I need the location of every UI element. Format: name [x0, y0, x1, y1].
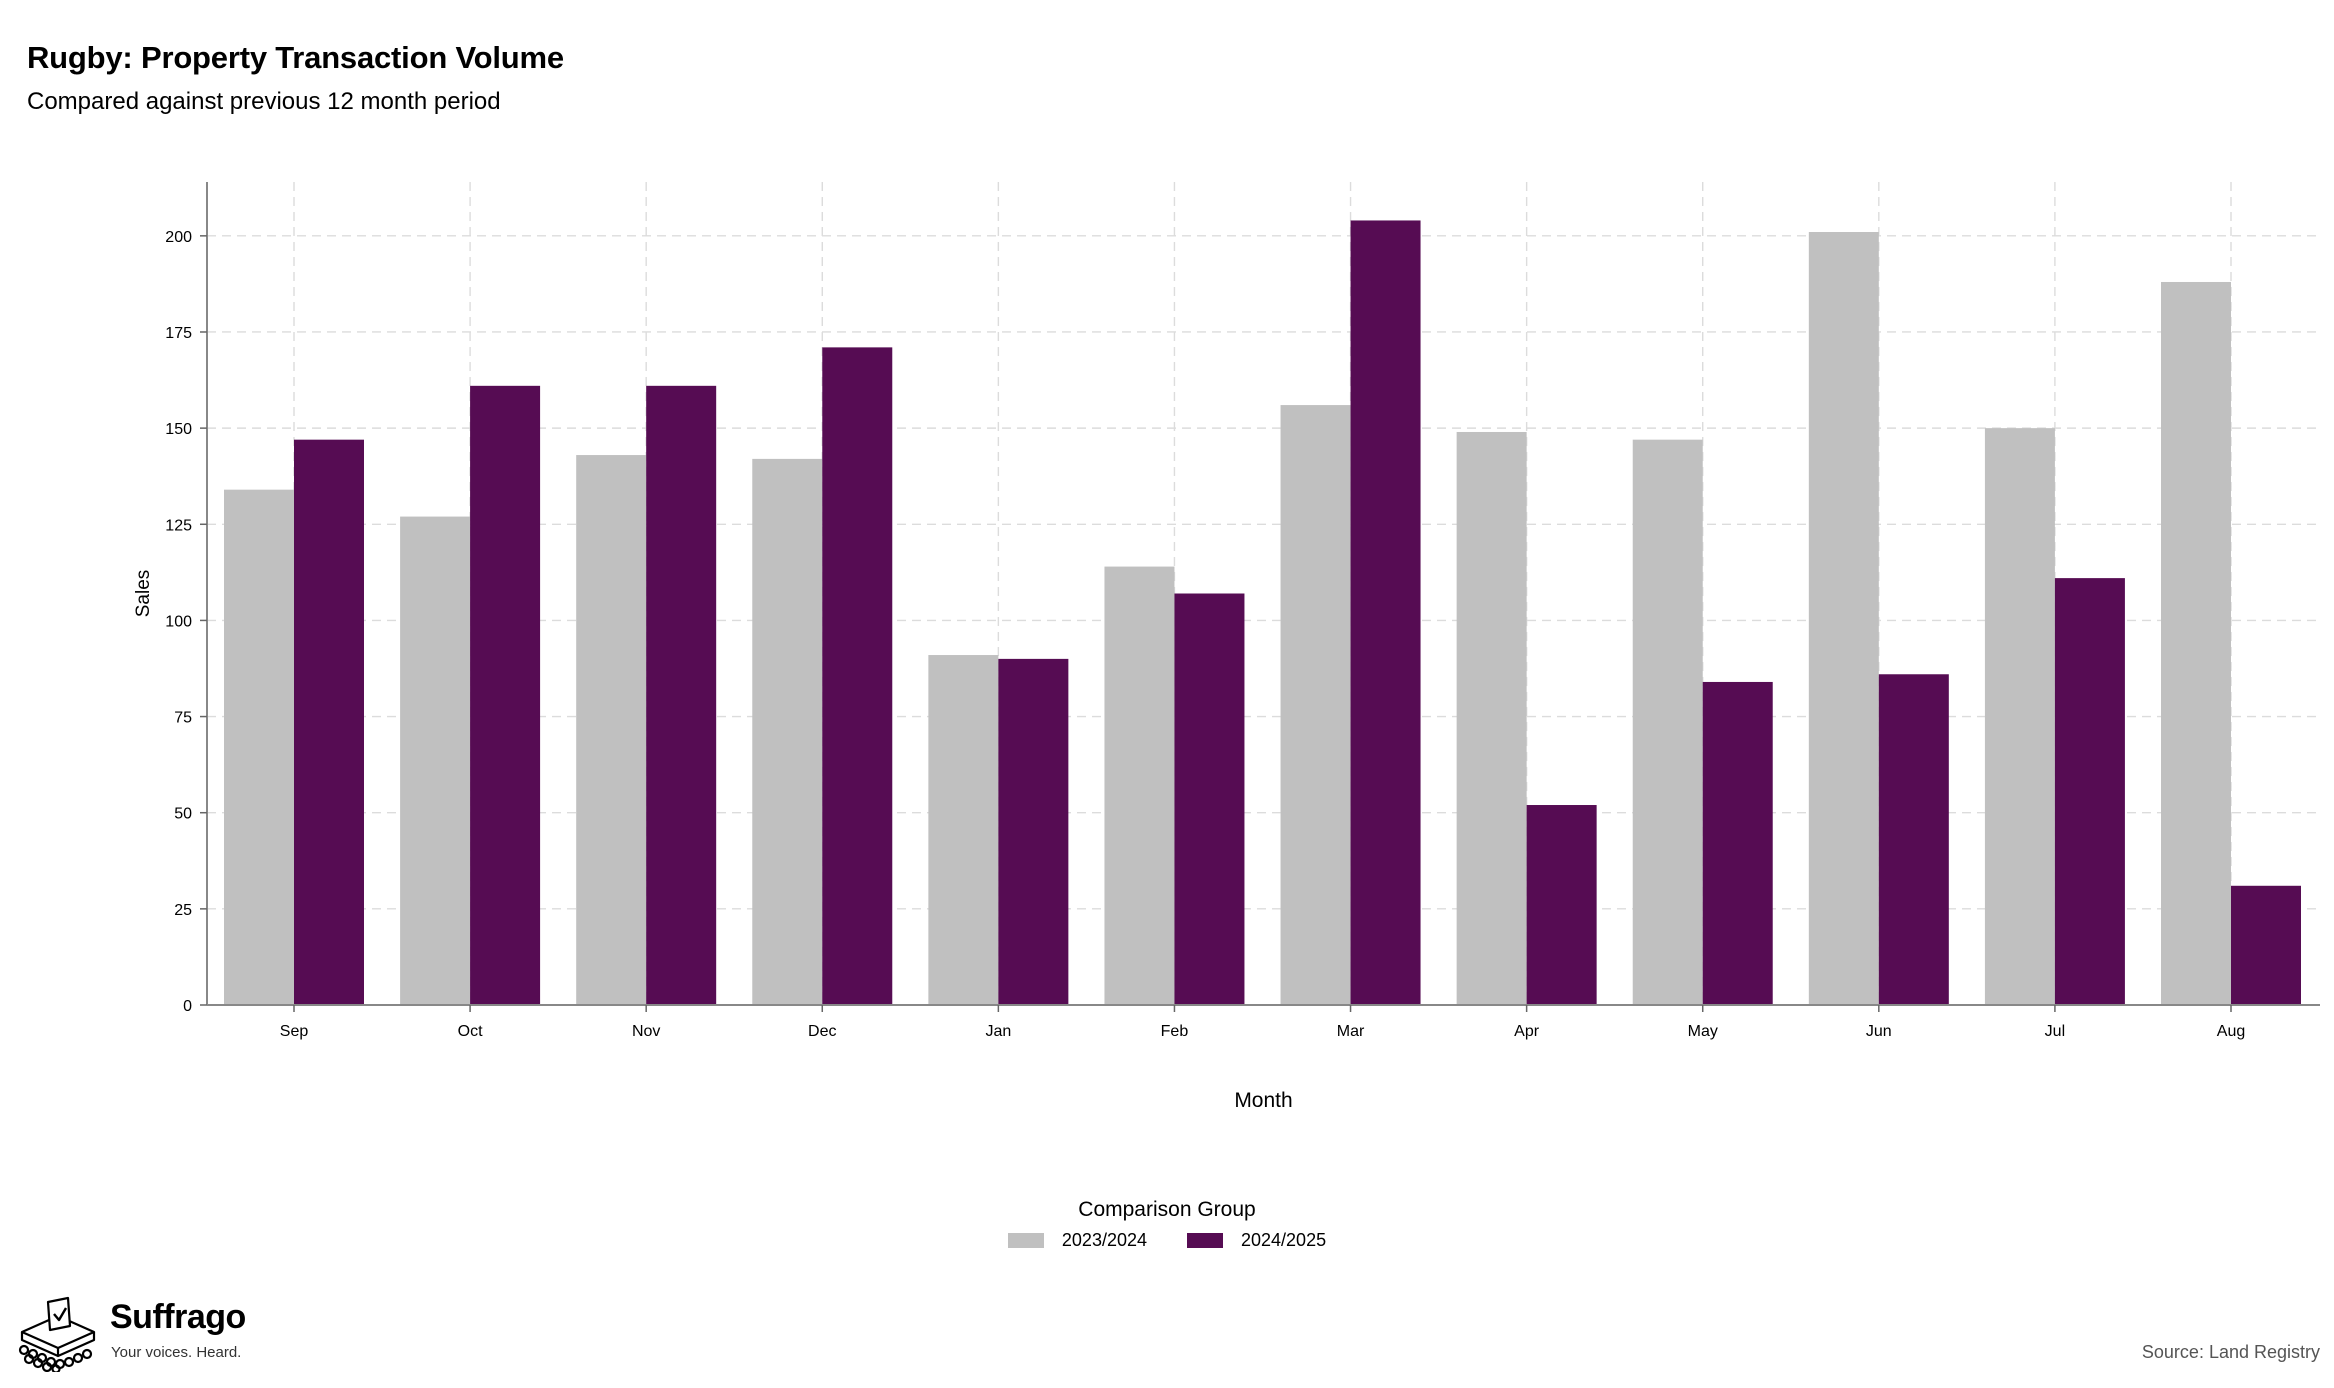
- x-tick-label: Jun: [1866, 1023, 1892, 1040]
- bar-nov-prev: [576, 455, 647, 1005]
- chart-title: Rugby: Property Transaction Volume: [27, 40, 564, 75]
- x-tick-label: Feb: [1161, 1023, 1189, 1040]
- bar-jun-curr: [1878, 674, 1949, 1005]
- y-tick-label: 175: [165, 325, 192, 342]
- legend-title: Comparison Group: [1078, 1198, 1256, 1221]
- y-tick-label: 200: [165, 229, 192, 246]
- legend-items: 2023/2024 2024/2025: [1007, 1230, 1326, 1251]
- bar-jan-prev: [928, 655, 999, 1005]
- bar-jul-prev: [1984, 428, 2055, 1005]
- x-tick-label: Oct: [458, 1023, 483, 1040]
- bar-aug-curr: [2231, 885, 2301, 1005]
- legend: Comparison Group 2023/2024 2024/2025: [0, 1198, 2334, 1253]
- legend-swatch-2023-2024: [1007, 1233, 1044, 1248]
- x-tick-label: Mar: [1337, 1023, 1365, 1040]
- bar-feb-prev: [1104, 566, 1175, 1005]
- x-tick-label: May: [1688, 1023, 1718, 1040]
- brand-tagline: Your voices. Heard.: [111, 1344, 242, 1361]
- brand-name: Suffrago: [110, 1298, 246, 1336]
- y-tick-label: 100: [165, 613, 192, 630]
- x-axis-title: Month: [1234, 1089, 1292, 1112]
- legend-label-2024-2025: 2024/2025: [1241, 1230, 1327, 1250]
- chart-subtitle: Compared against previous 12 month perio…: [27, 88, 501, 115]
- legend-swatch-2024-2025: [1187, 1233, 1223, 1248]
- ballot-box-logo-icon: [18, 1296, 96, 1372]
- bar-aug-prev: [2161, 281, 2231, 1005]
- legend-label-2023-2024: 2023/2024: [1061, 1230, 1147, 1250]
- bar-jan-curr: [998, 658, 1069, 1005]
- x-tick-label: Jan: [985, 1023, 1011, 1040]
- y-tick-label: 0: [183, 998, 192, 1015]
- bar-mar-prev: [1280, 405, 1351, 1006]
- bar-oct-prev: [400, 516, 471, 1005]
- bar-sep-prev: [224, 489, 294, 1005]
- bar-jul-curr: [2054, 578, 2125, 1005]
- bar-dec-prev: [752, 458, 823, 1005]
- bar-jun-prev: [1808, 231, 1879, 1005]
- x-tick-label: Sep: [280, 1023, 309, 1040]
- x-tick-label: Dec: [808, 1023, 836, 1040]
- y-tick-label: 50: [174, 806, 192, 823]
- x-tick-label: Nov: [632, 1023, 660, 1040]
- bar-oct-curr: [470, 385, 541, 1005]
- legend-item-2023-2024: 2023/2024: [1007, 1230, 1147, 1251]
- x-tick-label: Jul: [2045, 1023, 2065, 1040]
- bar-sep-curr: [294, 439, 364, 1005]
- bar-dec-curr: [822, 347, 893, 1006]
- x-tick-label: Apr: [1514, 1023, 1540, 1040]
- bar-apr-curr: [1526, 805, 1597, 1005]
- y-tick-label: 75: [174, 710, 192, 727]
- y-tick-label: 150: [165, 421, 192, 438]
- bar-may-prev: [1632, 439, 1703, 1005]
- y-tick-label: 25: [174, 902, 192, 919]
- bar-nov-curr: [646, 385, 717, 1005]
- bar-apr-prev: [1456, 431, 1527, 1005]
- bar-chart: 0 25 50 75 100 125 150 175 200 Sep Oct Nov Dec Jan Feb…: [133, 182, 2320, 1112]
- bar-feb-curr: [1174, 593, 1245, 1005]
- source-note: Source: Land Registry: [2141, 1342, 2320, 1362]
- bar-may-curr: [1702, 681, 1773, 1005]
- y-axis-title: Sales: [133, 570, 154, 618]
- legend-item-2024-2025: 2024/2025: [1187, 1230, 1326, 1251]
- y-tick-label: 125: [165, 517, 192, 534]
- x-tick-label: Aug: [2217, 1023, 2245, 1040]
- bar-mar-curr: [1350, 220, 1421, 1005]
